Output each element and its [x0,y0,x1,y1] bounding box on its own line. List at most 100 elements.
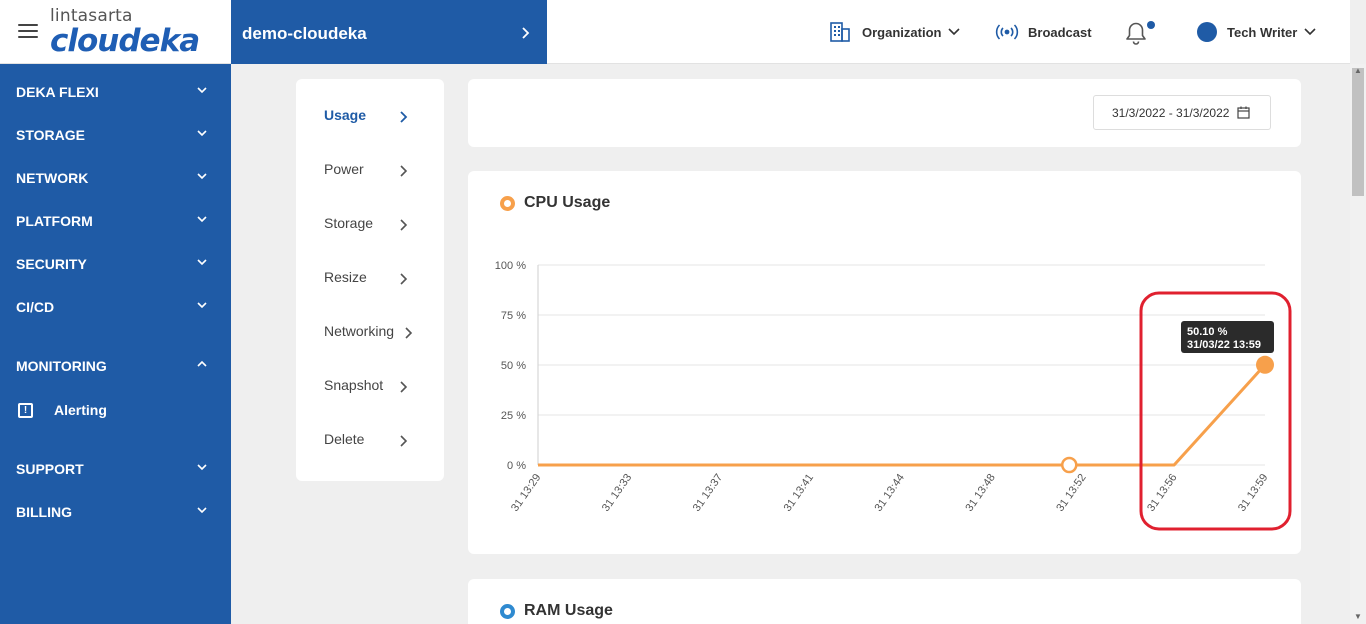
project-name: demo-cloudeka [242,24,367,43]
cpu-series-line [538,363,1267,467]
submenu-storage[interactable]: Storage [324,215,374,231]
submenu-usage[interactable]: Usage [324,107,367,123]
chevron-right-icon [400,273,408,285]
scroll-up-arrow-icon[interactable]: ▲ [1354,66,1362,75]
chevron-down-icon [197,464,207,471]
y-tick-label: 25 % [501,410,526,422]
sidebar-item-deka-flexi[interactable]: DEKA FLEXI [0,77,231,107]
scrollbar-thumb[interactable] [1352,68,1364,196]
chevron-down-icon [197,507,207,514]
sidebar: DEKA FLEXI STORAGE NETWORK PLATFORM SECU… [0,64,231,624]
bell-icon[interactable] [1122,20,1150,46]
top-bar: lintasarta cloudeka Organization Broadca… [0,0,1350,64]
date-range-value: 31/3/2022 - 31/3/2022 [1112,105,1230,120]
scroll-down-arrow-icon[interactable]: ▼ [1354,612,1362,621]
x-tick-label: 31 13:29 [509,472,543,514]
sidebar-item-support[interactable]: SUPPORT [0,454,231,484]
chevron-down-icon [197,87,207,94]
instance-submenu: Usage Power Storage Resize Networking Sn… [296,79,444,481]
sidebar-item-label: STORAGE [16,127,85,143]
sidebar-item-storage[interactable]: STORAGE [0,120,231,150]
sidebar-item-billing[interactable]: BILLING [0,497,231,527]
chevron-right-icon [400,435,408,447]
cpu-series-marker [1061,456,1078,474]
x-tick-label: 31 13:41 [782,472,816,514]
page-scrollbar[interactable] [1350,64,1366,624]
sidebar-item-cicd[interactable]: CI/CD [0,292,231,322]
notification-dot [1147,21,1155,29]
alert-icon: ! [18,402,33,418]
x-tick-label: 31 13:56 [1145,472,1179,514]
sidebar-item-network[interactable]: NETWORK [0,163,231,193]
tooltip-time: 31/03/22 13:59 [1187,339,1261,351]
ram-usage-card: RAM Usage [468,579,1301,624]
chart-tooltip [1181,321,1274,353]
chevron-up-icon [197,360,207,367]
menu-icon[interactable] [18,24,38,40]
x-tick-label: 31 13:37 [691,472,725,514]
sidebar-item-label: NETWORK [16,170,89,186]
broadcast-label: Broadcast [1028,24,1092,40]
cpu-usage-card: CPU Usage 100 % 75 % 50 % 25 % 0 % 31 13:29 31… [468,171,1301,554]
user-name: Tech Writer [1227,24,1298,40]
sidebar-item-label: DEKA FLEXI [16,84,99,100]
tooltip-value: 50.10 % [1187,326,1228,338]
submenu-networking[interactable]: Networking [324,323,395,339]
ram-usage-title: RAM Usage [500,602,613,620]
chevron-right-icon [400,165,408,177]
sidebar-item-alerting[interactable]: ! Alerting [18,402,107,418]
organization-label: Organization [862,24,942,40]
broadcast-button[interactable]: Broadcast [995,21,1092,43]
chevron-down-icon [197,130,207,137]
chevron-right-icon [522,27,530,39]
cpu-usage-title: CPU Usage [500,194,610,212]
chevron-down-icon [197,173,207,180]
sidebar-item-label: BILLING [16,504,72,520]
brand-logo[interactable]: cloudeka [50,23,200,59]
x-tick-label: 31 13:52 [1054,472,1088,514]
ram-legend-icon [500,603,515,619]
sidebar-item-monitoring[interactable]: MONITORING [0,351,231,381]
chevron-right-icon [405,327,413,339]
chevron-down-icon [197,259,207,266]
user-menu[interactable]: Tech Writer [1197,21,1317,43]
chevron-down-icon [1304,28,1316,36]
x-tick-label: 31 13:48 [963,472,997,514]
cpu-data-point [1256,355,1274,374]
card-title-text: RAM Usage [524,602,613,619]
submenu-resize[interactable]: Resize [324,269,367,285]
submenu-snapshot[interactable]: Snapshot [324,377,384,393]
organization-dropdown[interactable]: Organization [829,21,961,43]
sidebar-item-label: CI/CD [16,299,55,315]
avatar [1197,22,1217,42]
card-title-text: CPU Usage [524,194,611,211]
date-range-picker[interactable]: 31/3/2022 - 31/3/2022 [1093,95,1271,130]
chevron-down-icon [948,28,961,36]
cpu-usage-chart[interactable]: 100 % 75 % 50 % 25 % 0 %31 13:29 31 13:33 31 1… [468,171,1301,554]
chevron-right-icon [400,381,408,393]
x-tick-label: 31 13:33 [600,472,634,514]
project-selector[interactable]: demo-cloudeka [231,0,547,64]
submenu-delete[interactable]: Delete [324,431,365,447]
highlight-annotation-box [1139,291,1292,531]
sidebar-item-security[interactable]: SECURITY [0,249,231,279]
x-tick-label: 31 13:44 [873,472,907,514]
chevron-right-icon [400,111,408,123]
y-tick-label: 50 % [501,360,526,372]
sidebar-item-label: PLATFORM [16,213,93,229]
broadcast-icon [995,24,1019,40]
y-tick-label: 100 % [495,260,526,272]
chevron-right-icon [400,219,408,231]
sidebar-item-platform[interactable]: PLATFORM [0,206,231,236]
chevron-down-icon [197,302,207,309]
sidebar-item-label: MONITORING [16,358,107,374]
x-tick-label: 31 13:59 [1236,472,1270,514]
y-tick-label: 0 % [507,460,526,472]
sidebar-item-label: SECURITY [16,256,87,272]
chevron-down-icon [197,216,207,223]
submenu-power[interactable]: Power [324,161,364,177]
y-tick-label: 75 % [501,310,526,322]
brand-parent-logo: lintasarta [50,6,133,26]
sidebar-item-label: SUPPORT [16,461,84,477]
cpu-legend-icon [500,195,515,211]
